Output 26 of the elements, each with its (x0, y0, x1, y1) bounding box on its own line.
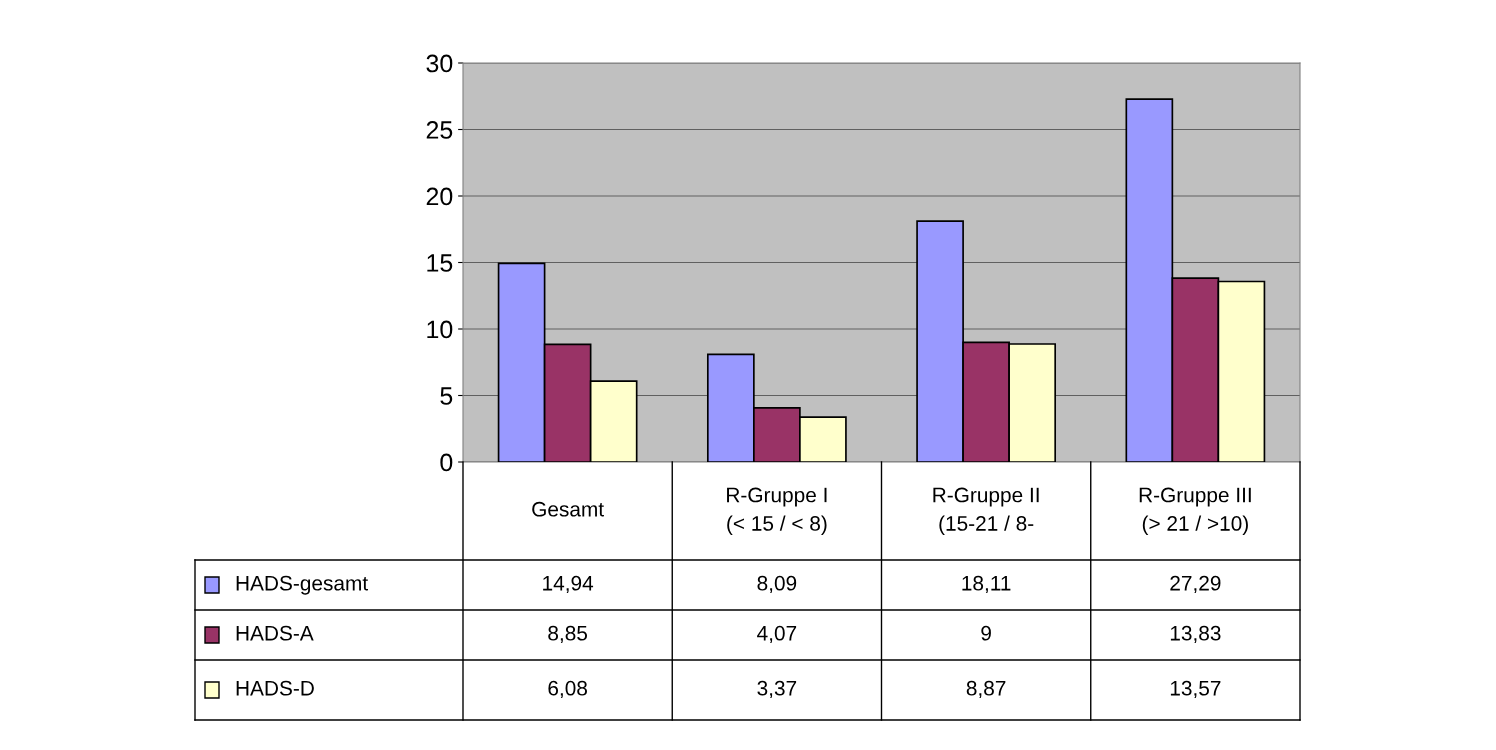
data-label: 13,83 (1170, 625, 1221, 644)
data-label: 18,11 (962, 575, 1011, 594)
data-label: 3,37 (757, 680, 797, 699)
x-tick-label: R-Gruppe II (15-21 / 8- (933, 487, 1039, 535)
data-label: 9 (981, 625, 991, 641)
legend-label: HADS-D (236, 680, 314, 696)
y-tick-label: 5 (440, 387, 453, 405)
y-tick-label: 0 (440, 453, 453, 472)
data-label: 27,29 (1170, 575, 1221, 594)
x-tick-label: Gesamt (532, 501, 604, 517)
data-label: 6,08 (548, 680, 587, 699)
y-tick-label: 20 (426, 187, 453, 206)
y-tick-label: 30 (426, 54, 453, 73)
legend-label: HADS-A (236, 625, 314, 641)
legend-label: HADS-gesamt (236, 575, 368, 595)
data-label: 8,85 (548, 625, 588, 644)
data-label: 4,07 (757, 625, 797, 644)
x-tick-label: R-Gruppe III (> 21 / >10) (1139, 487, 1251, 535)
y-tick-label: 15 (427, 254, 453, 272)
data-label: 8,87 (966, 680, 1006, 699)
y-tick-label: 10 (427, 320, 453, 339)
data-label: 14,94 (543, 575, 594, 594)
data-label: 8,09 (757, 575, 797, 594)
y-tick-label: 25 (426, 121, 453, 139)
data-label: 13,57 (1170, 680, 1221, 699)
x-tick-label: R-Gruppe I (< 15 / < 8) (727, 487, 827, 535)
